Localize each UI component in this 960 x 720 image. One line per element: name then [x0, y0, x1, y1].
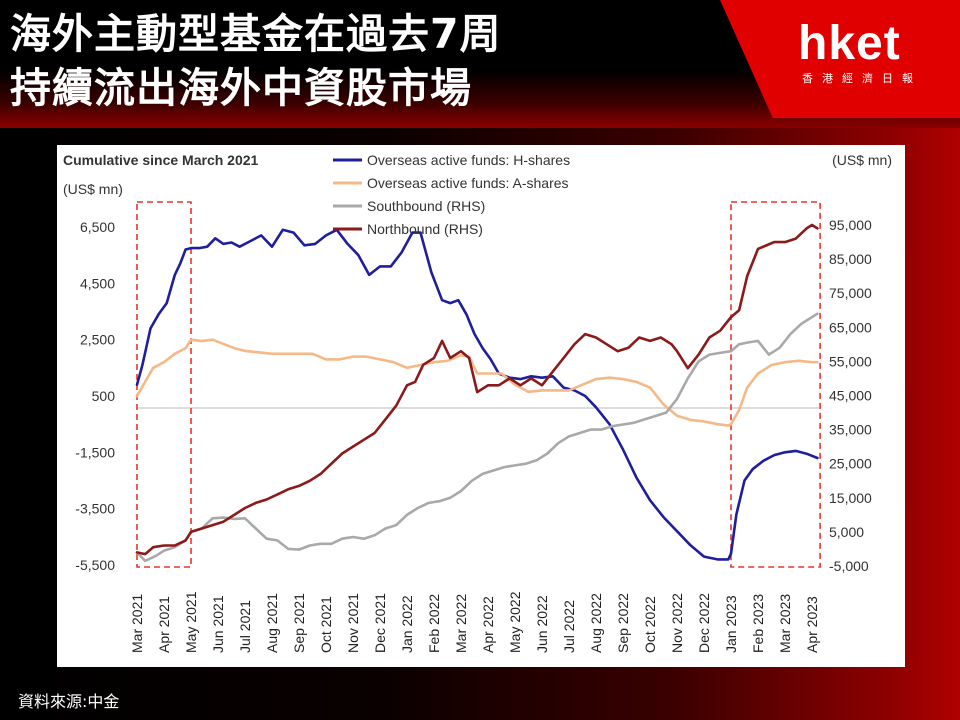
legend-label: Southbound (RHS): [367, 198, 485, 214]
right-tick-label: 45,000: [829, 388, 872, 404]
x-tick-label: Mar 2021: [129, 594, 145, 653]
x-tick-label: Aug 2021: [264, 593, 280, 653]
x-tick-label: Jun 2021: [210, 595, 226, 653]
right-axis-unit: (US$ mn): [832, 152, 892, 168]
series-line: [135, 228, 819, 561]
x-tick-label: Sep 2022: [615, 593, 631, 653]
x-tick-label: Jan 2022: [399, 595, 415, 653]
headline-line-2: 持續流出海外中資股市場: [10, 64, 472, 112]
x-tick-label: Jun 2022: [534, 595, 550, 653]
right-tick-label: 75,000: [829, 285, 872, 301]
right-tick-label: -5,000: [829, 558, 869, 574]
right-tick-label: 85,000: [829, 251, 872, 267]
headline-line-1: 海外主動型基金在過去7周: [10, 10, 502, 58]
x-tick-label: Feb 2022: [426, 594, 442, 653]
x-tick-label: Sep 2021: [291, 593, 307, 653]
x-tick-label: Jan 2023: [723, 595, 739, 653]
highlight-box: [730, 201, 821, 568]
right-tick-label: 25,000: [829, 456, 872, 472]
x-tick-label: Dec 2021: [372, 593, 388, 653]
legend-label: Overseas active funds: H-shares: [367, 152, 570, 168]
left-tick-label: 6,500: [80, 219, 115, 235]
right-tick-label: 55,000: [829, 353, 872, 369]
left-axis-unit: (US$ mn): [63, 181, 123, 197]
left-tick-label: 500: [92, 388, 116, 404]
hket-logo[interactable]: hket 香港經濟日報: [798, 18, 948, 88]
right-tick-label: 15,000: [829, 490, 872, 506]
x-tick-label: Aug 2022: [588, 593, 604, 653]
legend-label: Northbound (RHS): [367, 221, 483, 237]
right-tick-label: 65,000: [829, 319, 872, 335]
series-line: [135, 223, 819, 556]
chart-panel: Cumulative since March 2021 (US$ mn) (US$ …: [57, 145, 905, 667]
x-tick-label: Nov 2021: [345, 593, 361, 653]
x-tick-label: Apr 2023: [804, 596, 820, 653]
x-tick-label: Mar 2022: [453, 594, 469, 653]
x-tick-label: Apr 2022: [480, 596, 496, 653]
x-tick-label: Mar 2023: [777, 594, 793, 653]
x-tick-label: Jul 2022: [561, 600, 577, 653]
x-tick-label: Dec 2022: [696, 593, 712, 653]
x-tick-label: Feb 2023: [750, 594, 766, 653]
line-chart: Cumulative since March 2021 (US$ mn) (US$ …: [63, 152, 892, 653]
source-note: 資料來源:中金: [18, 692, 120, 711]
left-tick-label: 4,500: [80, 275, 115, 291]
chart-title: Cumulative since March 2021: [63, 152, 259, 168]
left-tick-label: -3,500: [75, 501, 115, 517]
legend-label: Overseas active funds: A-shares: [367, 175, 569, 191]
right-tick-label: 5,000: [829, 524, 864, 540]
series-line: [135, 338, 819, 427]
x-tick-label: Oct 2022: [642, 596, 658, 653]
left-tick-label: 2,500: [80, 332, 115, 348]
x-tick-label: Nov 2022: [669, 593, 685, 653]
x-tick-label: May 2022: [507, 591, 523, 653]
x-tick-label: Oct 2021: [318, 596, 334, 653]
left-tick-label: -1,500: [75, 444, 115, 460]
logo-wordmark: hket: [798, 17, 901, 70]
x-tick-label: Jul 2021: [237, 600, 253, 653]
right-tick-label: 35,000: [829, 422, 872, 438]
logo-subtext: 香港經濟日報: [802, 72, 922, 85]
x-tick-label: May 2021: [183, 591, 199, 653]
series-line: [135, 312, 819, 563]
x-tick-label: Apr 2021: [156, 596, 172, 653]
right-tick-label: 95,000: [829, 217, 872, 233]
left-tick-label: -5,500: [75, 557, 115, 573]
